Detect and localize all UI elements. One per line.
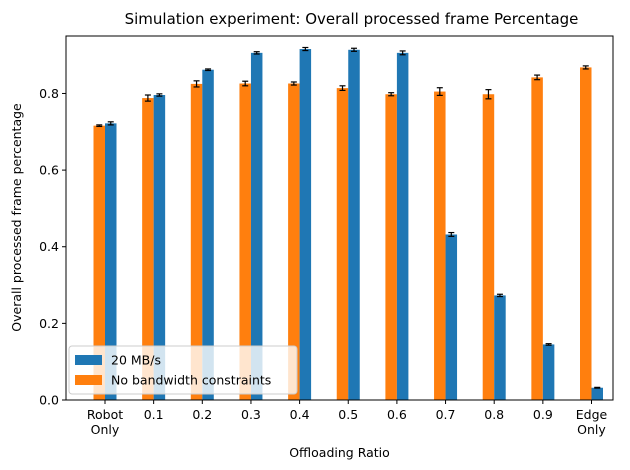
bar-no-bandwidth [239, 83, 251, 400]
bar-no-bandwidth [482, 94, 495, 401]
bar-20mbs [202, 69, 214, 400]
y-tick-label: 0.2 [39, 316, 59, 331]
x-tick-label: Edge Only [576, 407, 608, 437]
bar-20mbs [494, 295, 506, 400]
bar-no-bandwidth [288, 83, 300, 400]
x-tick-label: 0.6 [387, 407, 407, 422]
bar-20mbs [348, 49, 360, 400]
bar-no-bandwidth [93, 125, 105, 401]
legend-label: No bandwidth constraints [111, 373, 271, 388]
x-tick-label: 0.1 [144, 407, 164, 422]
x-tick-label: 0.3 [241, 407, 261, 422]
x-axis-label: Offloading Ratio [289, 445, 390, 460]
x-tick-label: 0.5 [338, 407, 358, 422]
bar-no-bandwidth [190, 83, 203, 400]
bar-no-bandwidth [336, 88, 349, 401]
y-axis-label: Overall processed frame percentage [9, 103, 24, 332]
x-tick-label: 0.8 [484, 407, 504, 422]
bar-no-bandwidth [142, 98, 154, 400]
legend-swatch [75, 355, 102, 365]
x-tick-label: Robot Only [87, 407, 123, 437]
y-tick-label: 0.4 [39, 239, 59, 254]
bar-20mbs [153, 95, 166, 400]
chart-title: Simulation experiment: Overall processed… [125, 10, 579, 28]
legend-label: 20 MB/s [111, 353, 161, 368]
bar-20mbs [299, 49, 312, 400]
plot-frame [65, 35, 614, 401]
legend-box [68, 345, 298, 395]
y-tick-label: 0.8 [39, 86, 59, 101]
plot-area: 0.0 0.2 0.4 0.6 0.8 Robot Only 0.1 0.2 0.3 0.4 0.5 0… [39, 35, 614, 437]
bar-20mbs [445, 234, 458, 400]
x-tick-label: 0.4 [290, 407, 310, 422]
y-tick-label: 0.6 [39, 163, 59, 178]
x-tick-label: 0.7 [436, 407, 456, 422]
legend-swatch [75, 375, 102, 385]
x-tick-label: 0.2 [192, 407, 212, 422]
legend: 20 MB/s No bandwidth constraints [68, 345, 298, 395]
bar-20mbs [591, 387, 603, 400]
bar-20mbs [250, 52, 263, 400]
x-tick-label: 0.9 [533, 407, 553, 422]
bar-no-bandwidth [385, 94, 397, 401]
bar-20mbs [542, 344, 555, 400]
bar-no-bandwidth [580, 67, 592, 400]
bar-no-bandwidth [531, 77, 543, 401]
bar-20mbs [396, 52, 409, 400]
bar-20mbs [105, 123, 117, 401]
bar-no-bandwidth [434, 91, 446, 400]
y-tick-label: 0.0 [39, 393, 59, 408]
